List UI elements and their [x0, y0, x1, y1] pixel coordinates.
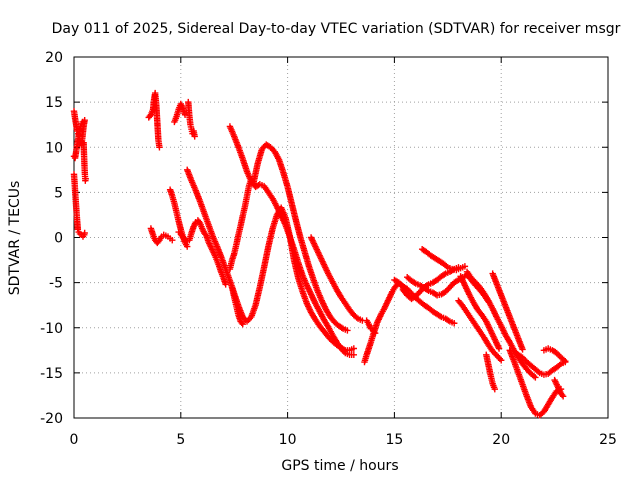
series-s08	[185, 98, 198, 140]
data-point	[371, 329, 379, 337]
data-point	[338, 324, 345, 331]
series-s32	[551, 376, 567, 400]
data-point	[181, 111, 189, 118]
axis-ticks	[73, 56, 609, 419]
data-point	[169, 237, 176, 244]
data-point	[498, 357, 505, 364]
x-tick-label: 15	[385, 432, 403, 448]
data-point	[562, 357, 569, 365]
data-point	[350, 345, 358, 352]
data-point	[436, 312, 444, 320]
series-s13	[226, 123, 358, 359]
series-s22	[418, 246, 469, 274]
data-point	[344, 327, 351, 334]
data-point	[441, 271, 448, 278]
data-point	[238, 319, 245, 326]
data-point	[353, 314, 360, 321]
y-tick-label: -5	[49, 276, 63, 292]
y-tick-label: 20	[45, 50, 63, 66]
x-axis-label: GPS time / hours	[281, 458, 398, 474]
y-tick-label: 15	[45, 95, 63, 111]
series-s12	[226, 176, 255, 273]
data-point	[82, 175, 89, 183]
data-point	[411, 279, 418, 286]
data-points	[70, 89, 569, 419]
y-tick-label: -15	[40, 366, 63, 382]
data-point	[443, 262, 450, 270]
data-point	[370, 328, 378, 336]
data-point	[535, 368, 542, 375]
data-point	[530, 372, 538, 380]
y-tick-label: -20	[40, 411, 63, 427]
data-point	[495, 345, 503, 352]
series-s20	[391, 276, 458, 327]
data-point	[559, 393, 567, 400]
y-tick-label: 10	[45, 140, 63, 156]
y-tick-label: -10	[40, 321, 63, 337]
series-s31	[540, 345, 569, 365]
series-s16	[307, 234, 366, 324]
data-point	[532, 374, 539, 381]
series-s11	[184, 166, 358, 354]
series-s15	[228, 283, 246, 328]
y-axis-label: SDTVAR / TECUs	[7, 181, 23, 296]
series-s25	[455, 297, 505, 364]
data-point	[445, 317, 452, 324]
series-s19	[399, 264, 462, 303]
axis-tick-labels: 0 5 10 15 20 25 -20 -15 -10 -5 0 5 10 15 20	[40, 50, 617, 448]
series-s05	[145, 89, 163, 151]
series-s07	[171, 100, 189, 126]
data-point	[156, 144, 163, 151]
series-s26	[463, 271, 492, 305]
series-s04	[80, 139, 89, 184]
data-point	[79, 118, 86, 126]
data-point	[350, 351, 358, 359]
data-point	[491, 385, 498, 393]
data-point	[81, 229, 88, 237]
x-tick-label: 20	[492, 432, 510, 448]
series-s06	[147, 225, 176, 247]
y-tick-label: 5	[54, 185, 63, 201]
data-point	[191, 133, 198, 140]
x-tick-label: 25	[599, 432, 617, 448]
data-point	[451, 320, 458, 327]
x-tick-label: 0	[70, 432, 79, 448]
data-point	[558, 391, 566, 399]
series-s14	[250, 141, 351, 334]
x-tick-label: 5	[176, 432, 185, 448]
data-point	[239, 320, 246, 328]
data-point	[423, 286, 431, 294]
data-point	[184, 243, 191, 250]
data-point	[556, 361, 563, 369]
y-tick-label: 0	[54, 231, 63, 247]
series-s28	[489, 270, 526, 353]
series-s27	[483, 351, 498, 393]
series-s30	[515, 351, 569, 378]
series-s02	[70, 118, 86, 162]
series-s23	[457, 273, 503, 352]
data-point	[222, 281, 229, 288]
series-s18	[363, 317, 379, 337]
data-point	[519, 346, 526, 353]
chart-title: Day 011 of 2025, Sidereal Day-to-day VTE…	[52, 21, 621, 37]
x-tick-label: 10	[279, 432, 297, 448]
data-point	[461, 263, 469, 270]
data-point	[485, 298, 492, 305]
series-s29	[506, 347, 565, 419]
series-s03	[70, 171, 88, 240]
data-point	[560, 356, 568, 364]
